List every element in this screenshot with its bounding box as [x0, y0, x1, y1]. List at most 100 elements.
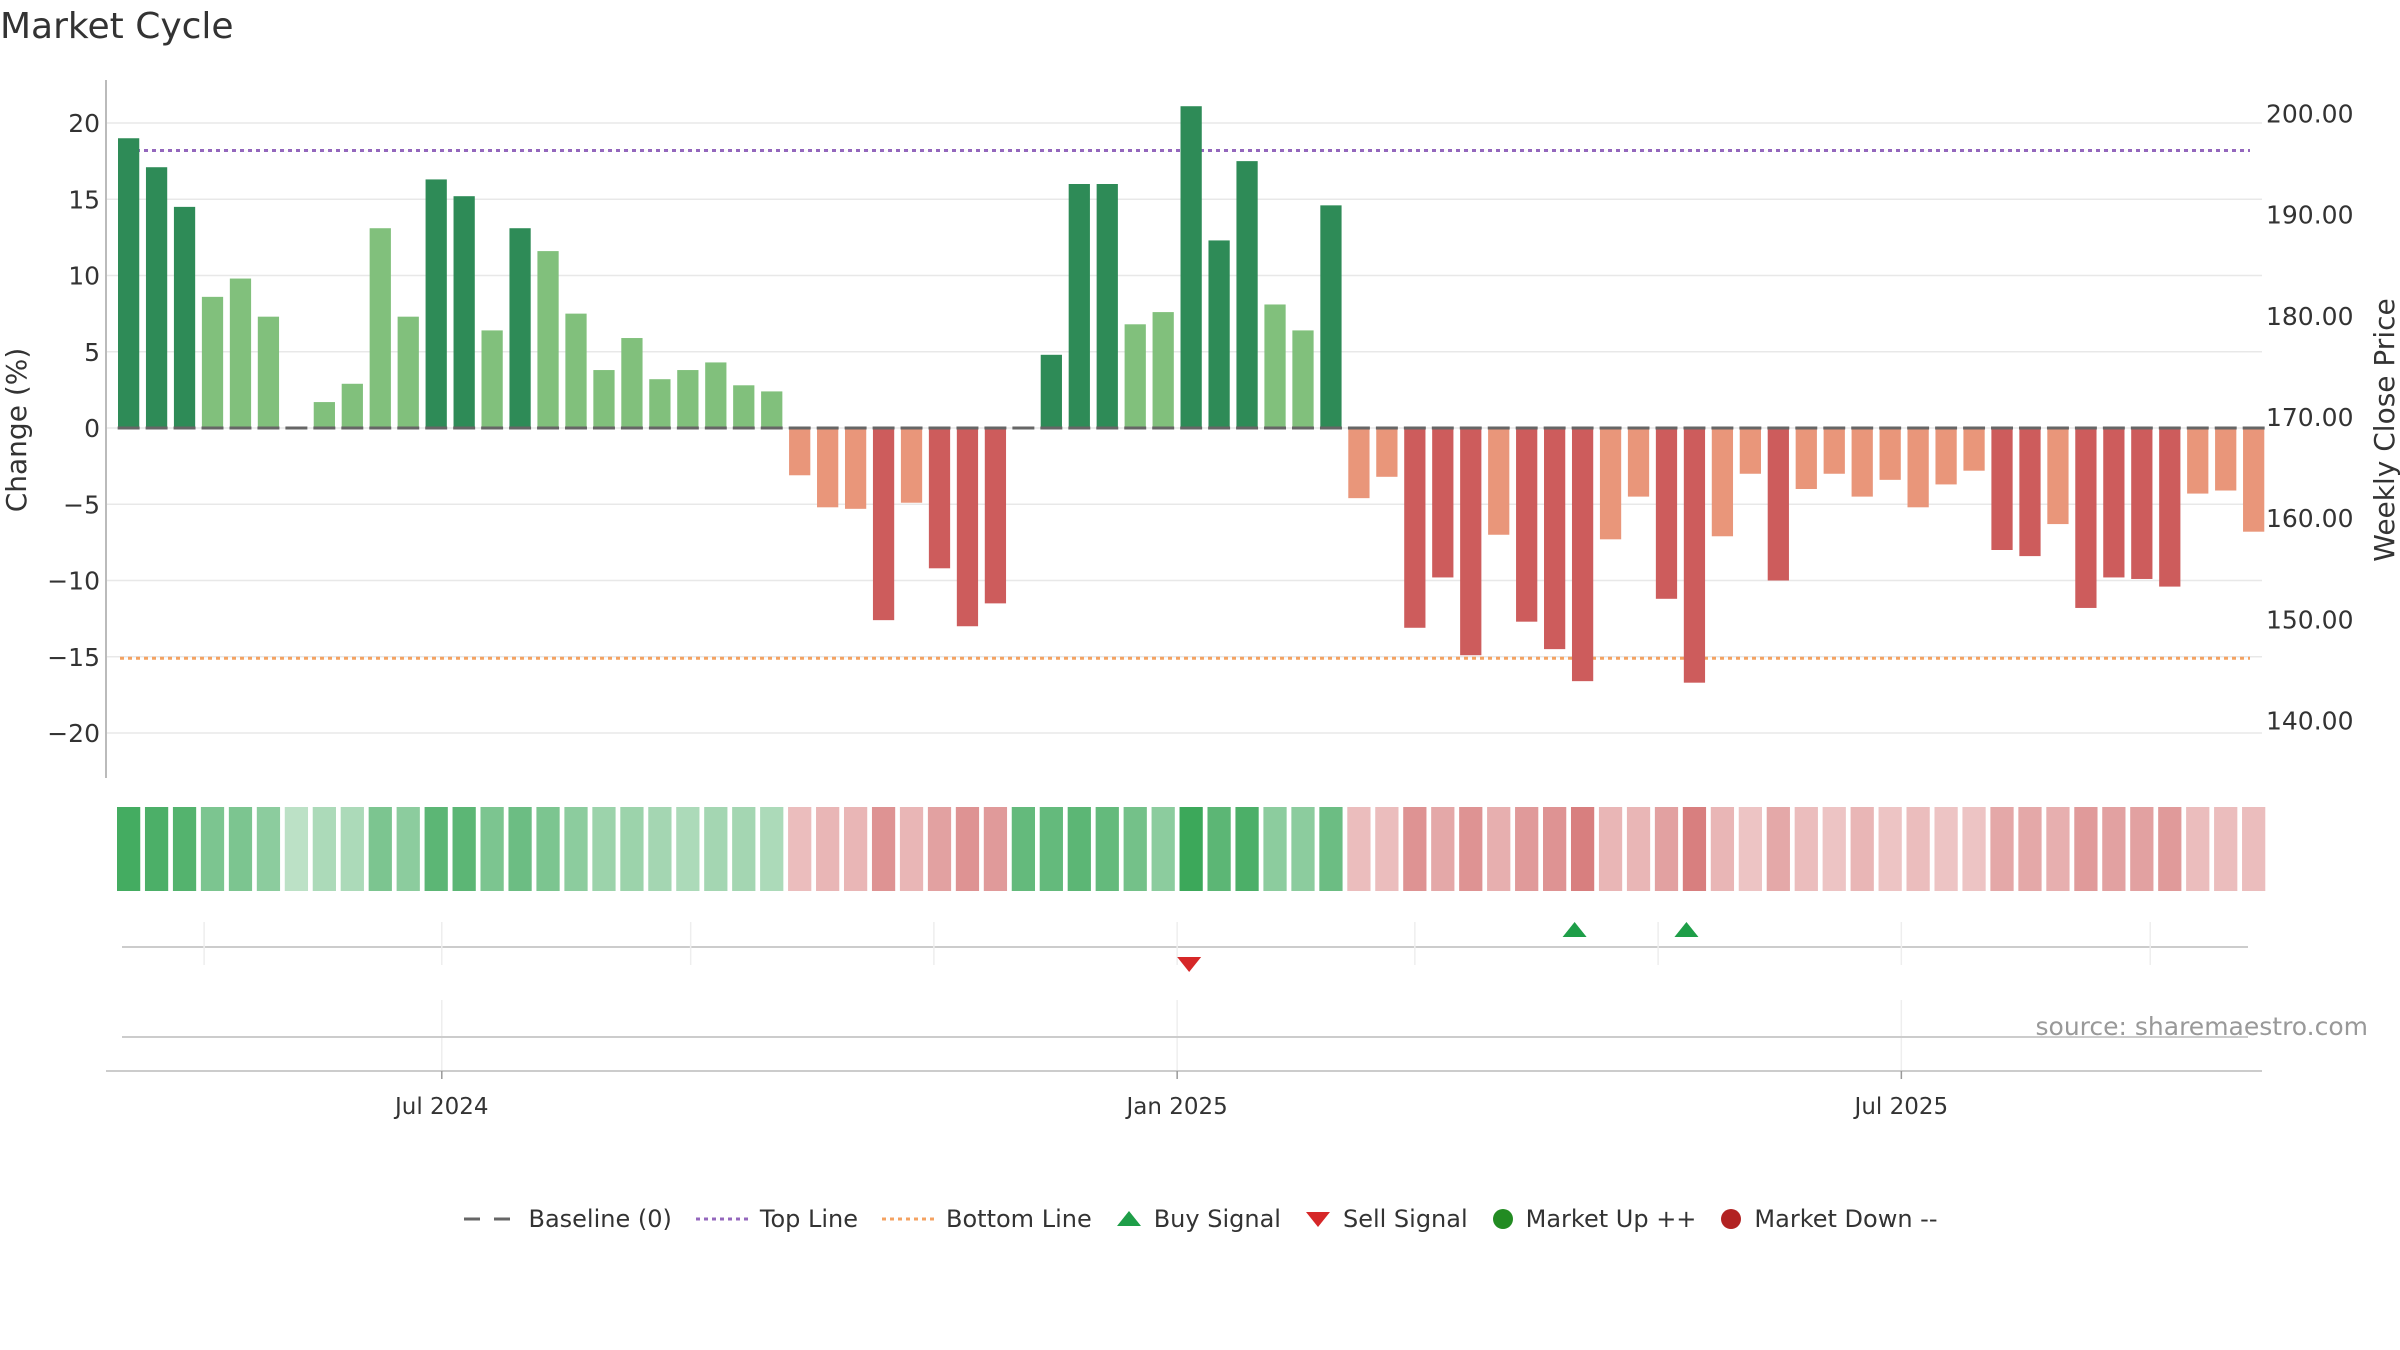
strength-cell[interactable]	[1598, 807, 1623, 891]
change-bar[interactable]	[1124, 324, 1146, 428]
change-bar[interactable]	[425, 179, 447, 428]
strength-cell[interactable]	[704, 807, 728, 891]
change-bar[interactable]	[2215, 428, 2237, 491]
strength-cell[interactable]	[983, 807, 1008, 891]
change-bar[interactable]	[1460, 428, 1482, 656]
strength-cell[interactable]	[1990, 807, 2014, 891]
change-bar[interactable]	[509, 228, 531, 428]
change-bar[interactable]	[2075, 428, 2097, 608]
change-bar[interactable]	[1627, 428, 1650, 497]
change-bar[interactable]	[705, 362, 727, 428]
strength-cell[interactable]	[1067, 807, 1091, 891]
strength-cell[interactable]	[256, 807, 281, 891]
strength-cell[interactable]	[1347, 807, 1371, 891]
strength-cell[interactable]	[1487, 807, 1511, 891]
change-bar[interactable]	[817, 428, 839, 508]
strength-cell[interactable]	[2158, 807, 2182, 891]
change-bar[interactable]	[872, 428, 895, 621]
strength-cell[interactable]	[1319, 807, 1343, 891]
strength-cell[interactable]	[1878, 807, 1902, 891]
change-bar[interactable]	[1795, 428, 1817, 489]
strength-cell[interactable]	[1039, 807, 1063, 891]
strength-cell[interactable]	[1515, 807, 1539, 891]
strength-cell[interactable]	[927, 807, 952, 891]
change-bar[interactable]	[537, 251, 559, 428]
strength-cell[interactable]	[1403, 807, 1427, 891]
change-bar[interactable]	[1040, 354, 1062, 428]
change-bar[interactable]	[761, 391, 783, 428]
strength-cell[interactable]	[424, 807, 448, 891]
strength-cell[interactable]	[1626, 807, 1651, 891]
strength-cell[interactable]	[676, 807, 700, 891]
change-bar[interactable]	[1068, 184, 1090, 428]
change-bar[interactable]	[565, 313, 587, 428]
change-bar[interactable]	[2103, 428, 2125, 578]
strength-cell[interactable]	[1123, 807, 1147, 891]
strength-cell[interactable]	[228, 807, 253, 891]
strength-cell[interactable]	[1710, 807, 1735, 891]
change-bar[interactable]	[1152, 312, 1174, 428]
change-bar[interactable]	[1376, 428, 1398, 477]
strength-cell[interactable]	[592, 807, 616, 891]
change-bar[interactable]	[677, 370, 699, 428]
change-bar[interactable]	[2047, 428, 2069, 525]
change-bar[interactable]	[1571, 428, 1594, 682]
change-bar[interactable]	[1739, 428, 1761, 474]
legend-item-top-line[interactable]: Top Line	[694, 1205, 858, 1233]
strength-cell[interactable]	[1738, 807, 1762, 891]
buy-signal-marker[interactable]	[1562, 922, 1587, 937]
strength-cell[interactable]	[899, 807, 924, 891]
change-bar[interactable]	[1963, 428, 1985, 471]
strength-cell[interactable]	[1934, 807, 1958, 891]
strength-cell[interactable]	[172, 807, 197, 891]
strength-cell[interactable]	[1850, 807, 1874, 891]
strength-cell[interactable]	[2046, 807, 2070, 891]
strength-cell[interactable]	[1375, 807, 1399, 891]
change-bar[interactable]	[1711, 428, 1734, 537]
change-bar[interactable]	[593, 370, 615, 428]
change-bar[interactable]	[341, 383, 363, 428]
change-bar[interactable]	[928, 428, 951, 569]
strength-cell[interactable]	[1682, 807, 1707, 891]
strength-cell[interactable]	[2018, 807, 2042, 891]
change-bar[interactable]	[1851, 428, 1873, 497]
change-bar[interactable]	[1991, 428, 2013, 550]
change-bar[interactable]	[900, 428, 923, 503]
strength-cell[interactable]	[312, 807, 336, 891]
strength-cell[interactable]	[1263, 807, 1287, 891]
change-bar[interactable]	[649, 379, 671, 428]
change-bar[interactable]	[1432, 428, 1454, 578]
change-bar[interactable]	[733, 385, 755, 428]
change-bar[interactable]	[1907, 428, 1929, 508]
change-bar[interactable]	[257, 316, 280, 428]
change-bar[interactable]	[1655, 428, 1678, 599]
strength-cell[interactable]	[1207, 807, 1231, 891]
strength-cell[interactable]	[2102, 807, 2126, 891]
strength-cell[interactable]	[1766, 807, 1790, 891]
change-bar[interactable]	[2131, 428, 2153, 579]
legend-item-baseline[interactable]: Baseline (0)	[462, 1205, 672, 1233]
strength-cell[interactable]	[816, 807, 840, 891]
strength-cell[interactable]	[2130, 807, 2154, 891]
change-bar[interactable]	[1264, 304, 1286, 428]
strength-cell[interactable]	[452, 807, 476, 891]
strength-cell[interactable]	[1095, 807, 1119, 891]
change-bar[interactable]	[1879, 428, 1901, 480]
change-bar[interactable]	[173, 206, 196, 428]
strength-cell[interactable]	[760, 807, 784, 891]
change-bar[interactable]	[1404, 428, 1426, 628]
strength-cell[interactable]	[1962, 807, 1986, 891]
change-bar[interactable]	[1683, 428, 1706, 683]
strength-cell[interactable]	[368, 807, 392, 891]
change-bar[interactable]	[621, 338, 643, 428]
strength-cell[interactable]	[2214, 807, 2238, 891]
change-bar[interactable]	[1488, 428, 1510, 535]
legend-item-bottom-line[interactable]: Bottom Line	[880, 1205, 1092, 1233]
change-bar[interactable]	[1516, 428, 1538, 622]
legend-item-buy-signal[interactable]: Buy Signal	[1114, 1205, 1281, 1233]
change-bar[interactable]	[1767, 428, 1789, 581]
change-bar[interactable]	[1180, 106, 1202, 428]
strength-cell[interactable]	[1151, 807, 1175, 891]
change-bar[interactable]	[201, 296, 224, 428]
change-bar[interactable]	[1544, 428, 1566, 650]
